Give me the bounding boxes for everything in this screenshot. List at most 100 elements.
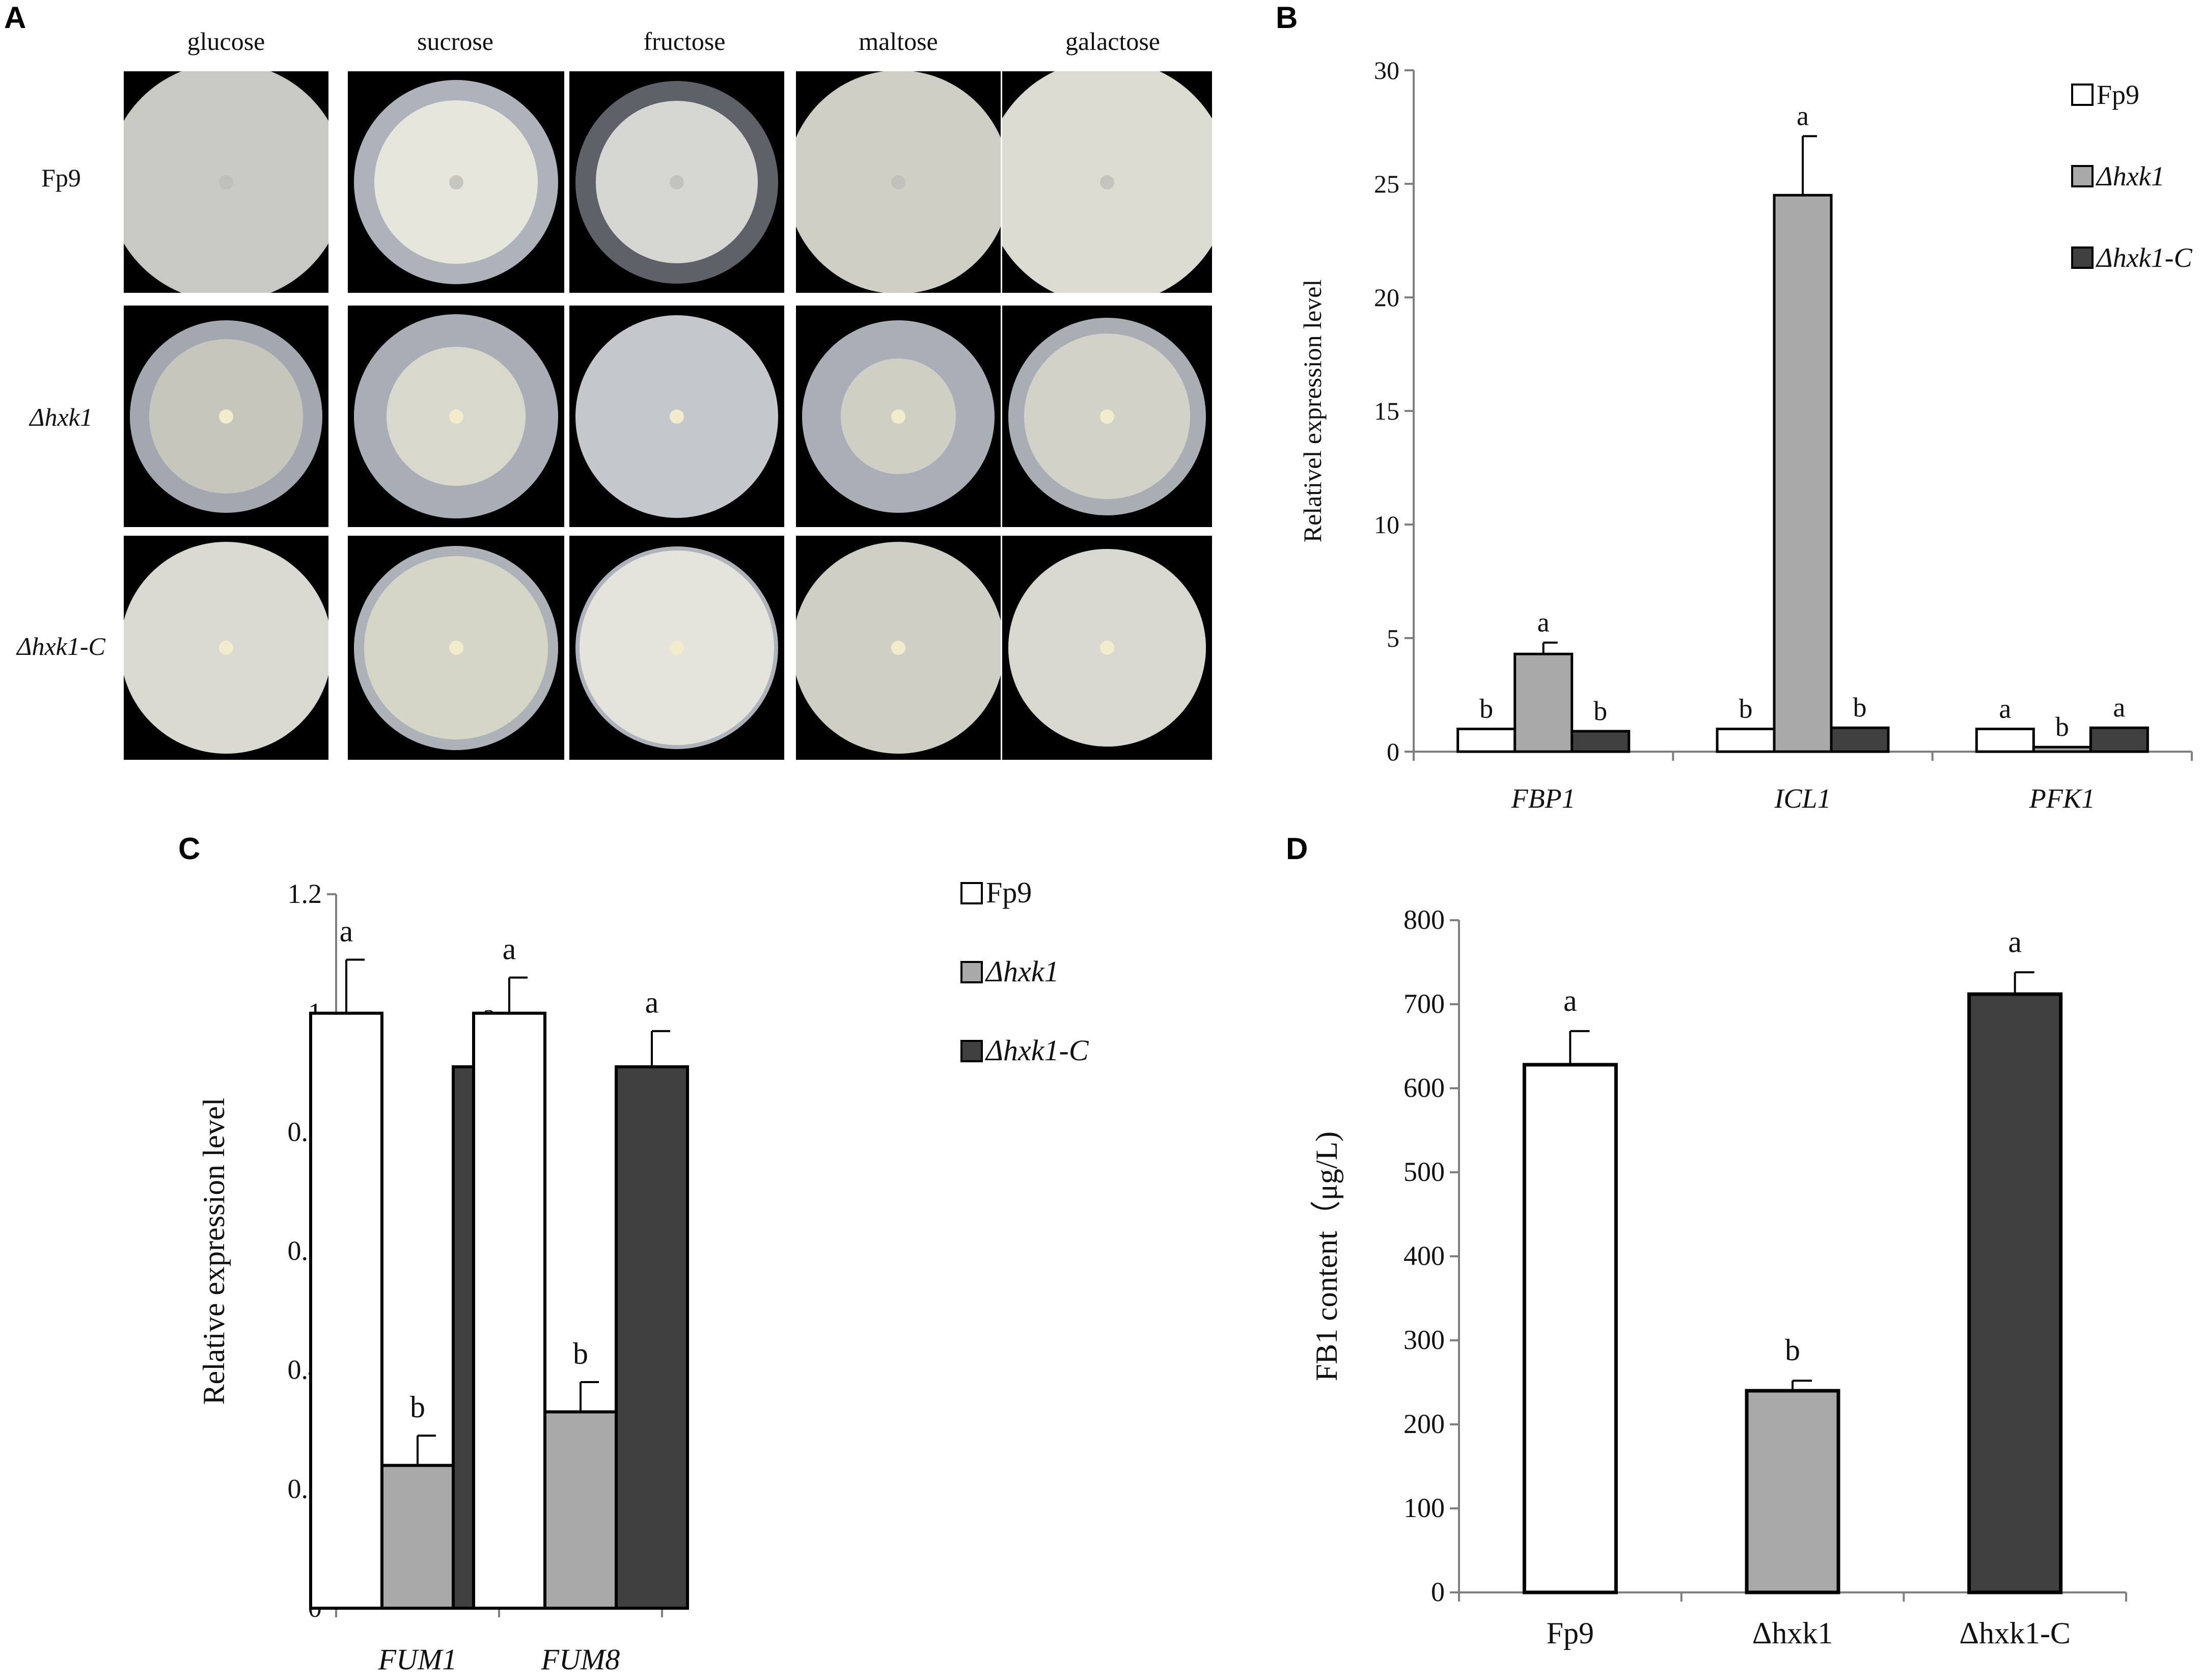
plate-row-label: Δhxk1 bbox=[30, 403, 93, 431]
inoculum-spot bbox=[449, 175, 463, 189]
panel-letter-c: C bbox=[178, 832, 201, 866]
significance-letter: a bbox=[340, 915, 353, 948]
legend-label: Fp9 bbox=[2097, 79, 2139, 110]
bar bbox=[1456, 727, 1517, 753]
significance-letter: a bbox=[2008, 925, 2022, 958]
significance-letter: a bbox=[503, 932, 516, 966]
y-tick-label: 30 bbox=[1374, 56, 1399, 85]
plate-column-label: fructose bbox=[643, 27, 726, 56]
plate-row-label: Fp9 bbox=[41, 163, 81, 192]
bar bbox=[1745, 1389, 1840, 1594]
significance-letter: a bbox=[1999, 693, 2011, 724]
petri-plate-photo bbox=[124, 306, 328, 527]
petri-plate-photo bbox=[1002, 71, 1212, 293]
significance-letter: b bbox=[1593, 696, 1607, 726]
legend-swatch bbox=[2071, 84, 2094, 106]
legend-swatch bbox=[2071, 246, 2094, 269]
legend-swatch bbox=[960, 1040, 983, 1062]
legend-label: Δhxk1 bbox=[2096, 161, 2165, 191]
x-category-label: ICL1 bbox=[1774, 783, 1831, 814]
inoculum-spot bbox=[219, 641, 233, 655]
petri-plate-photo bbox=[348, 306, 564, 527]
plate-row-label: Δhxk1-C bbox=[17, 632, 105, 660]
bar bbox=[1716, 727, 1776, 753]
y-tick-label: 700 bbox=[1403, 988, 1445, 1019]
legend-label: Δhxk1 bbox=[985, 955, 1059, 988]
significance-letter: b bbox=[573, 1337, 588, 1370]
y-tick-label: 5 bbox=[1387, 624, 1399, 652]
x-category-label: FBP1 bbox=[1511, 783, 1576, 814]
panel-letter-a: A bbox=[4, 1, 26, 35]
significance-letter: a bbox=[2113, 692, 2125, 723]
significance-letter: b bbox=[1785, 1333, 1800, 1367]
petri-plate-photo bbox=[569, 536, 784, 760]
petri-plate-photo bbox=[796, 306, 1001, 527]
significance-letter: b bbox=[1853, 692, 1867, 723]
significance-letter: a bbox=[1797, 100, 1809, 131]
inoculum-spot bbox=[1100, 175, 1114, 189]
legend-swatch bbox=[960, 961, 983, 983]
y-axis-label: Relative expression level bbox=[197, 1097, 231, 1404]
x-category-label: Δhxk1 bbox=[1752, 1616, 1833, 1650]
significance-letter: b bbox=[1479, 693, 1493, 724]
y-tick-label: 600 bbox=[1403, 1072, 1445, 1103]
bar bbox=[2032, 746, 2092, 753]
plate-column-label: maltose bbox=[859, 27, 938, 56]
inoculum-spot bbox=[449, 641, 463, 655]
petri-plate-photo bbox=[124, 536, 328, 760]
y-tick-label: 200 bbox=[1403, 1409, 1445, 1439]
plate-column-label: sucrose bbox=[417, 27, 493, 56]
bar bbox=[543, 1410, 618, 1610]
petri-plate-photo bbox=[569, 306, 784, 527]
y-axis-label: FB1 content（μg/L) bbox=[1310, 1132, 1343, 1381]
bar bbox=[472, 1011, 546, 1610]
plate-column-label: glucose bbox=[187, 27, 265, 56]
bar bbox=[380, 1464, 455, 1610]
significance-letter: a bbox=[645, 986, 659, 1020]
inoculum-spot bbox=[670, 641, 684, 655]
legend-swatch bbox=[2071, 165, 2094, 187]
legend-label: Δhxk1-C bbox=[2096, 242, 2193, 273]
inoculum-spot bbox=[219, 175, 233, 189]
y-tick-label: 15 bbox=[1374, 397, 1399, 425]
x-category-label: Fp9 bbox=[1547, 1616, 1594, 1650]
y-tick-label: 0 bbox=[1387, 737, 1399, 766]
bar bbox=[1773, 194, 1833, 753]
significance-letter: a bbox=[1563, 984, 1577, 1017]
inoculum-spot bbox=[670, 175, 684, 189]
bar bbox=[2089, 726, 2149, 753]
petri-plate-photo bbox=[348, 536, 564, 760]
inoculum-spot bbox=[449, 409, 463, 424]
x-category-label: PFK1 bbox=[2029, 783, 2095, 814]
y-axis-label: Relativel expression level bbox=[1298, 280, 1327, 543]
y-tick-label: 10 bbox=[1374, 510, 1399, 539]
significance-letter: a bbox=[1537, 607, 1550, 638]
x-category-label: FUM1 bbox=[378, 1643, 457, 1676]
inoculum-spot bbox=[219, 409, 233, 424]
y-tick-label: 25 bbox=[1374, 170, 1399, 198]
y-tick-label: 0 bbox=[1431, 1577, 1445, 1607]
bar bbox=[1975, 727, 2035, 753]
petri-plate-photo bbox=[569, 71, 784, 293]
petri-plate-photo bbox=[1002, 536, 1212, 760]
y-tick-label: 800 bbox=[1403, 904, 1445, 935]
inoculum-spot bbox=[891, 641, 905, 655]
plate-column-label: galactose bbox=[1065, 27, 1160, 56]
petri-plate-photo bbox=[796, 71, 1001, 293]
y-tick-label: 100 bbox=[1403, 1493, 1445, 1523]
bar bbox=[615, 1065, 689, 1610]
inoculum-spot bbox=[670, 409, 684, 424]
x-category-label: Δhxk1-C bbox=[1959, 1616, 2071, 1650]
petri-plate-photo bbox=[796, 536, 1001, 760]
y-tick-label: 300 bbox=[1403, 1325, 1445, 1355]
significance-letter: b bbox=[2055, 711, 2069, 742]
x-category-label: FUM8 bbox=[541, 1643, 620, 1676]
bar bbox=[1830, 726, 1890, 753]
significance-letter: b bbox=[410, 1390, 425, 1424]
bar bbox=[1571, 730, 1631, 753]
legend-swatch bbox=[960, 882, 983, 904]
bar bbox=[1967, 992, 2063, 1594]
bar bbox=[309, 1011, 383, 1610]
petri-plate-photo bbox=[1002, 306, 1212, 527]
